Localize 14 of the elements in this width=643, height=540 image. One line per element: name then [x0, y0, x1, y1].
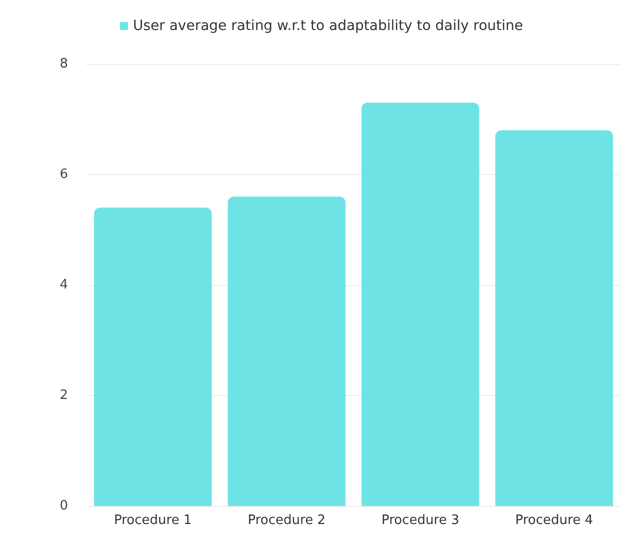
bar	[228, 196, 346, 506]
x-tick-label: Procedure 3	[382, 513, 460, 528]
y-tick-label: 2	[60, 388, 68, 403]
bar	[362, 102, 480, 506]
legend-label: User average rating w.r.t to adaptability to daily routine	[132, 18, 524, 34]
y-tick-label: 0	[60, 498, 68, 514]
y-tick-label: 4	[60, 278, 68, 292]
y-tick-label: 6	[60, 167, 68, 182]
bar	[94, 208, 212, 506]
x-tick-label: Procedure 1	[114, 513, 192, 528]
bar	[495, 130, 613, 506]
y-tick-label: 8	[60, 56, 68, 72]
x-tick-label: Procedure 2	[248, 513, 326, 528]
x-tick-label: Procedure 4	[515, 513, 593, 528]
